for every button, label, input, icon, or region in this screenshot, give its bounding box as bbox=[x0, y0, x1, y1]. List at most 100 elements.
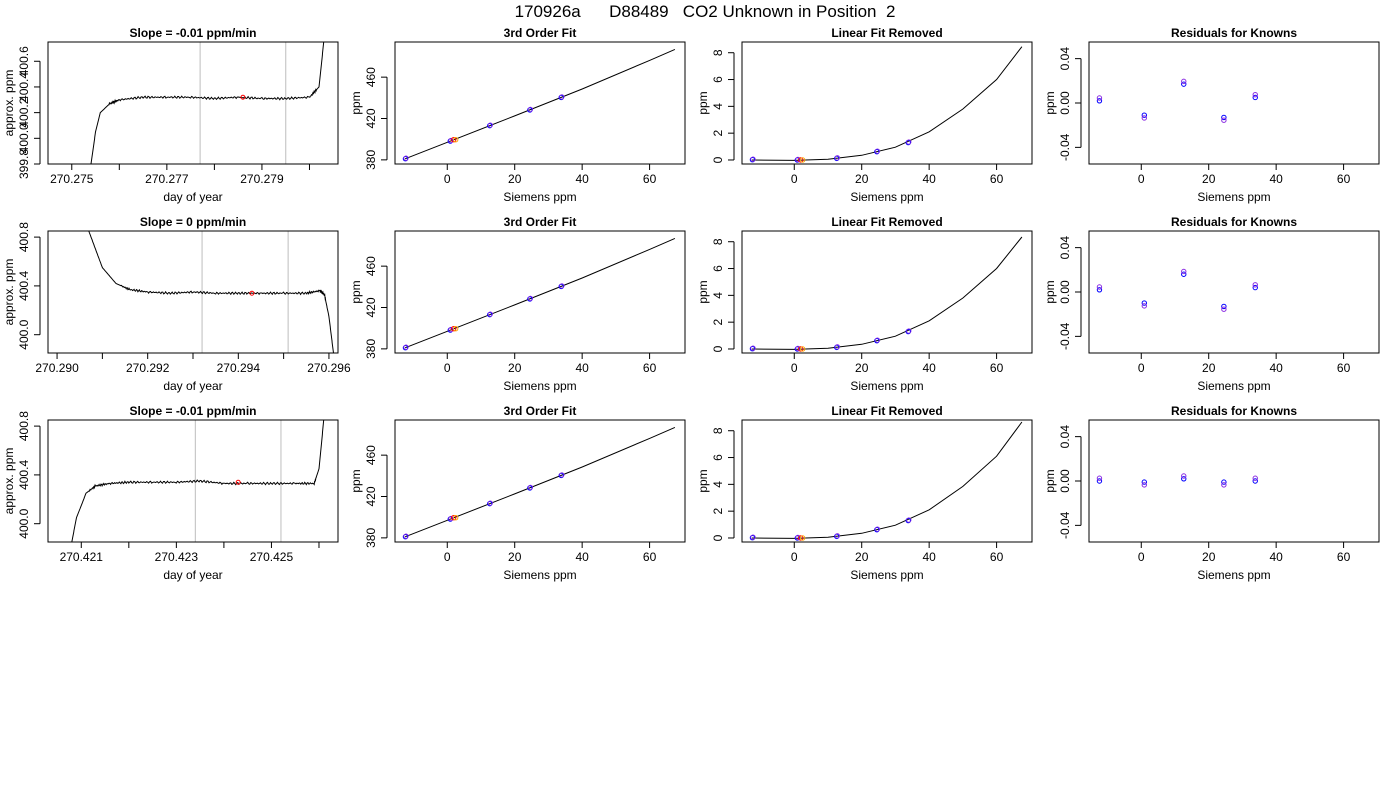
known-point-repeat bbox=[559, 472, 565, 478]
known-point-repeat bbox=[559, 94, 565, 100]
y-axis-label: ppm bbox=[696, 280, 710, 303]
x-tick-label: 20 bbox=[508, 361, 522, 375]
residual-point bbox=[1252, 478, 1258, 484]
residual-point-repeat bbox=[1141, 115, 1148, 121]
plot-area bbox=[402, 237, 676, 351]
y-tick-label: 4 bbox=[711, 292, 725, 299]
y-tick-label: 400.4 bbox=[17, 72, 31, 102]
mean-marker-point bbox=[235, 479, 241, 485]
known-point bbox=[527, 296, 533, 302]
known-point bbox=[487, 311, 493, 318]
fit-curve-line bbox=[752, 421, 1023, 539]
panel-frame bbox=[1088, 230, 1380, 354]
x-tick-label: 270.275 bbox=[50, 172, 94, 186]
x-tick-label: 60 bbox=[990, 172, 1004, 186]
known-point-repeat bbox=[834, 155, 840, 161]
x-tick-label: 0 bbox=[791, 172, 798, 186]
x-tick-label: 0 bbox=[1138, 361, 1145, 375]
panel-title: 3rd Order Fit bbox=[504, 215, 577, 229]
x-tick-label: 0 bbox=[791, 361, 798, 375]
plot-area bbox=[1096, 78, 1258, 123]
known-point bbox=[402, 156, 409, 162]
known-point-repeat bbox=[906, 517, 912, 523]
residual-point bbox=[1181, 476, 1187, 482]
x-tick-label: 60 bbox=[643, 172, 657, 186]
y-tick-label: 400.0 bbox=[17, 123, 31, 153]
known-point-repeat bbox=[874, 148, 881, 154]
x-tick-label: 20 bbox=[1202, 550, 1216, 564]
x-tick-label: 20 bbox=[1202, 172, 1216, 186]
y-tick-label: 0.04 bbox=[1058, 236, 1072, 260]
known-point-repeat bbox=[527, 484, 534, 490]
residual-point-repeat bbox=[1221, 306, 1227, 312]
panel-2-1: 3rd Order Fit 0 20 40 60 Siemens ppm 380 420 460… bbox=[349, 404, 686, 582]
fit-curve-line bbox=[404, 237, 676, 349]
x-tick-label: 40 bbox=[575, 550, 589, 564]
y-axis-label: approx. ppm bbox=[2, 259, 16, 326]
known-point-repeat bbox=[487, 500, 493, 506]
known-point bbox=[527, 107, 533, 113]
known-point-repeat bbox=[403, 344, 409, 350]
mean-marker-point bbox=[249, 290, 255, 296]
known-point-repeat bbox=[487, 122, 493, 128]
y-tick-label: 8 bbox=[711, 238, 725, 245]
y-tick-label: 6 bbox=[711, 76, 725, 83]
y-tick-label: 0.04 bbox=[1058, 47, 1072, 71]
known-point bbox=[558, 283, 564, 290]
y-tick-label: 8 bbox=[711, 427, 725, 434]
unknown-point bbox=[797, 157, 804, 163]
data-trace-line bbox=[90, 42, 325, 164]
x-tick-label: 270.279 bbox=[240, 172, 284, 186]
panel-frame bbox=[1088, 419, 1380, 543]
y-tick-label: -0.04 bbox=[1058, 322, 1072, 350]
x-tick-label: 40 bbox=[1269, 172, 1283, 186]
x-tick-label: 40 bbox=[575, 361, 589, 375]
y-axis-label: ppm bbox=[696, 91, 710, 114]
y-axis-label: ppm bbox=[1043, 91, 1057, 114]
residual-point-repeat bbox=[1181, 473, 1187, 479]
known-point-repeat bbox=[750, 345, 756, 351]
known-point bbox=[447, 327, 454, 333]
plot-area bbox=[90, 42, 325, 164]
panel-1-1: 3rd Order Fit 0 20 40 60 Siemens ppm 380 420 460… bbox=[349, 215, 686, 393]
x-tick-label: 0 bbox=[791, 550, 798, 564]
plot-area bbox=[1096, 268, 1258, 312]
y-tick-label: 0.04 bbox=[1058, 425, 1072, 449]
panel-1-2: Linear Fit Removed 0 20 40 60 Siemens ppm 0 2 4 6… bbox=[696, 215, 1033, 393]
known-point bbox=[402, 345, 409, 351]
known-point-repeat bbox=[403, 533, 409, 539]
panel-0-1: 3rd Order Fit 0 20 40 60 Siemens ppm 380 420 460… bbox=[349, 26, 686, 204]
unknown-point-repeat bbox=[799, 346, 806, 352]
panel-title: Linear Fit Removed bbox=[831, 215, 942, 229]
panel-title: Linear Fit Removed bbox=[831, 404, 942, 418]
y-axis-label: ppm bbox=[696, 469, 710, 492]
y-tick-label: 0 bbox=[711, 534, 725, 541]
known-point-repeat bbox=[834, 533, 840, 539]
x-tick-label: 0 bbox=[1138, 172, 1145, 186]
x-tick-label: 270.290 bbox=[35, 361, 79, 375]
y-axis-label: approx. ppm bbox=[2, 448, 16, 515]
known-point bbox=[834, 155, 840, 162]
known-point-repeat bbox=[834, 344, 840, 350]
y-tick-label: 8 bbox=[711, 49, 725, 56]
x-tick-label: 270.296 bbox=[307, 361, 351, 375]
y-tick-label: 2 bbox=[711, 130, 725, 137]
known-point-repeat bbox=[874, 337, 881, 343]
fit-curve-line bbox=[404, 426, 676, 538]
plot-area bbox=[1096, 473, 1258, 488]
panel-title: Residuals for Knowns bbox=[1171, 215, 1297, 229]
y-axis-label: approx. ppm bbox=[2, 70, 16, 137]
residual-point-repeat bbox=[1096, 284, 1103, 290]
x-tick-label: 60 bbox=[990, 361, 1004, 375]
plot-area bbox=[749, 46, 1023, 163]
y-tick-label: 400.4 bbox=[17, 460, 31, 490]
residual-point bbox=[1141, 300, 1148, 306]
unknown-point-repeat bbox=[452, 326, 459, 332]
known-point bbox=[558, 472, 564, 479]
y-tick-label: 0.00 bbox=[1058, 280, 1072, 304]
known-point-repeat bbox=[527, 106, 534, 112]
x-tick-label: 20 bbox=[855, 550, 869, 564]
y-tick-label: 4 bbox=[711, 103, 725, 110]
known-point-repeat bbox=[874, 526, 881, 532]
y-tick-label: 420 bbox=[364, 108, 378, 128]
